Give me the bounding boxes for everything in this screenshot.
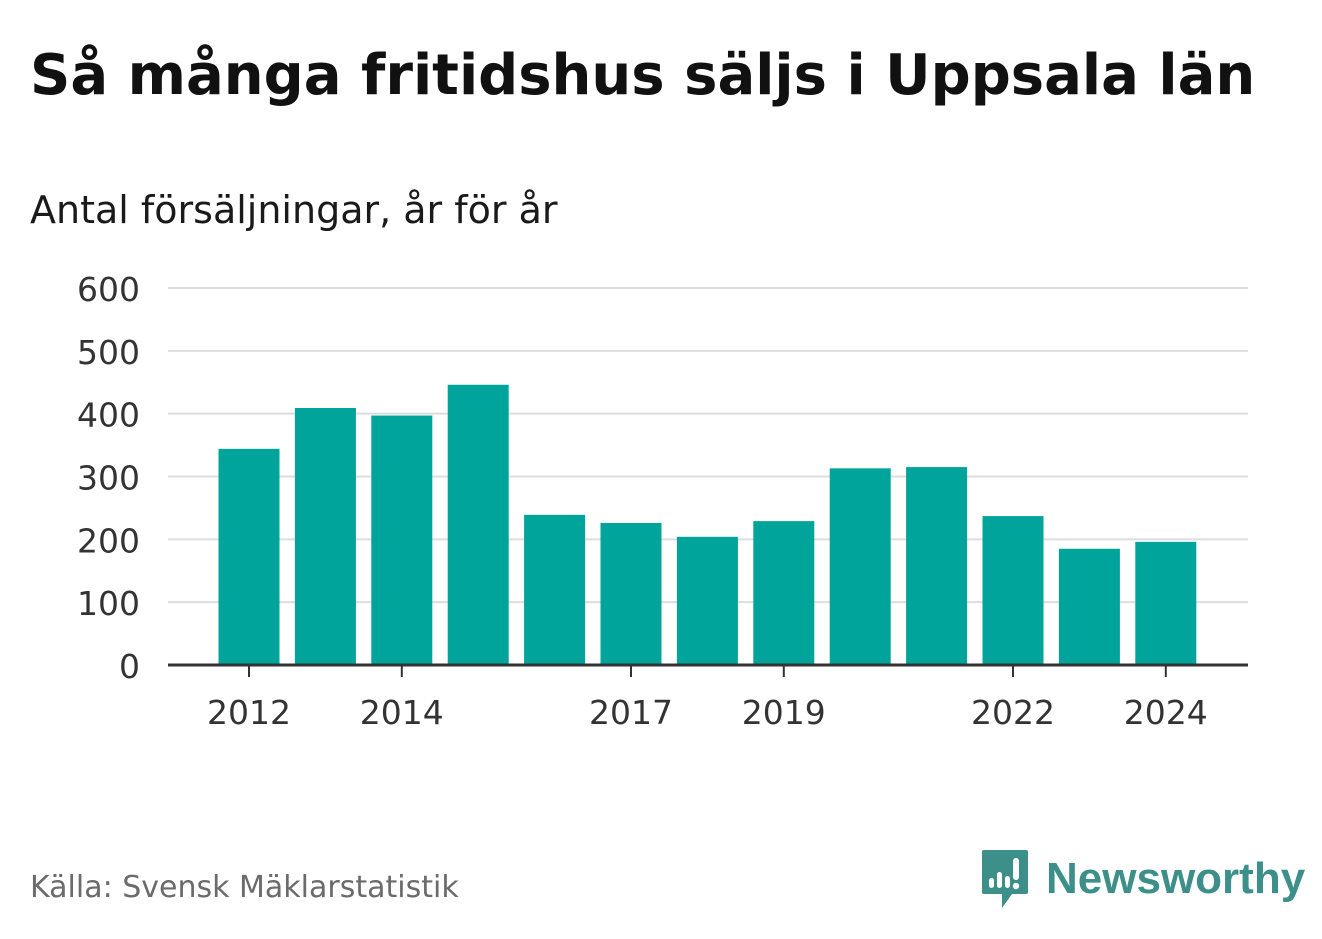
x-tick-label: 2012 [207, 693, 291, 732]
y-tick-label: 0 [119, 647, 140, 686]
x-axis-ticks: 2012 2014 2017 2019 2022 2024 [207, 665, 1208, 732]
bar-2013 [294, 408, 356, 665]
x-tick-label: 2014 [360, 693, 444, 732]
chart-title: Så många fritidshus säljs i Uppsala län [30, 43, 1256, 108]
y-tick-label: 100 [77, 584, 140, 623]
y-tick-label: 500 [77, 333, 140, 372]
x-tick-label: 2022 [971, 693, 1055, 732]
bar-2024 [1135, 541, 1197, 665]
y-tick-label: 300 [77, 459, 140, 498]
x-tick-label: 2024 [1124, 693, 1208, 732]
y-axis-ticks: 0 100 200 300 400 500 600 [77, 270, 140, 686]
y-tick-label: 200 [77, 521, 140, 560]
x-tick-label: 2019 [742, 693, 826, 732]
bar-chart: 0 100 200 300 400 500 600 2012 2014 2017 2019 2022… [77, 270, 1248, 732]
bar-2017 [600, 522, 662, 665]
source-note: Källa: Svensk Mäklarstatistik [30, 870, 459, 905]
newsworthy-logo-icon [982, 850, 1028, 908]
bar-2014 [371, 415, 433, 665]
brand-name: Newsworthy [1046, 854, 1306, 903]
bar-2015 [447, 384, 509, 665]
bar-2016 [524, 514, 586, 665]
y-tick-label: 400 [77, 396, 140, 435]
y-tick-label: 600 [77, 270, 140, 309]
bar-2018 [676, 536, 738, 665]
bar-2012 [218, 448, 280, 665]
bar-2020 [829, 468, 891, 665]
bar-2021 [906, 467, 968, 665]
newsworthy-logo: Newsworthy [980, 848, 1305, 910]
bar-2023 [1058, 548, 1120, 665]
bar-2022 [982, 516, 1044, 665]
bars [218, 384, 1197, 665]
bar-2019 [753, 521, 815, 665]
chart-subtitle: Antal försäljningar, år för år [30, 188, 558, 232]
x-tick-label: 2017 [589, 693, 673, 732]
